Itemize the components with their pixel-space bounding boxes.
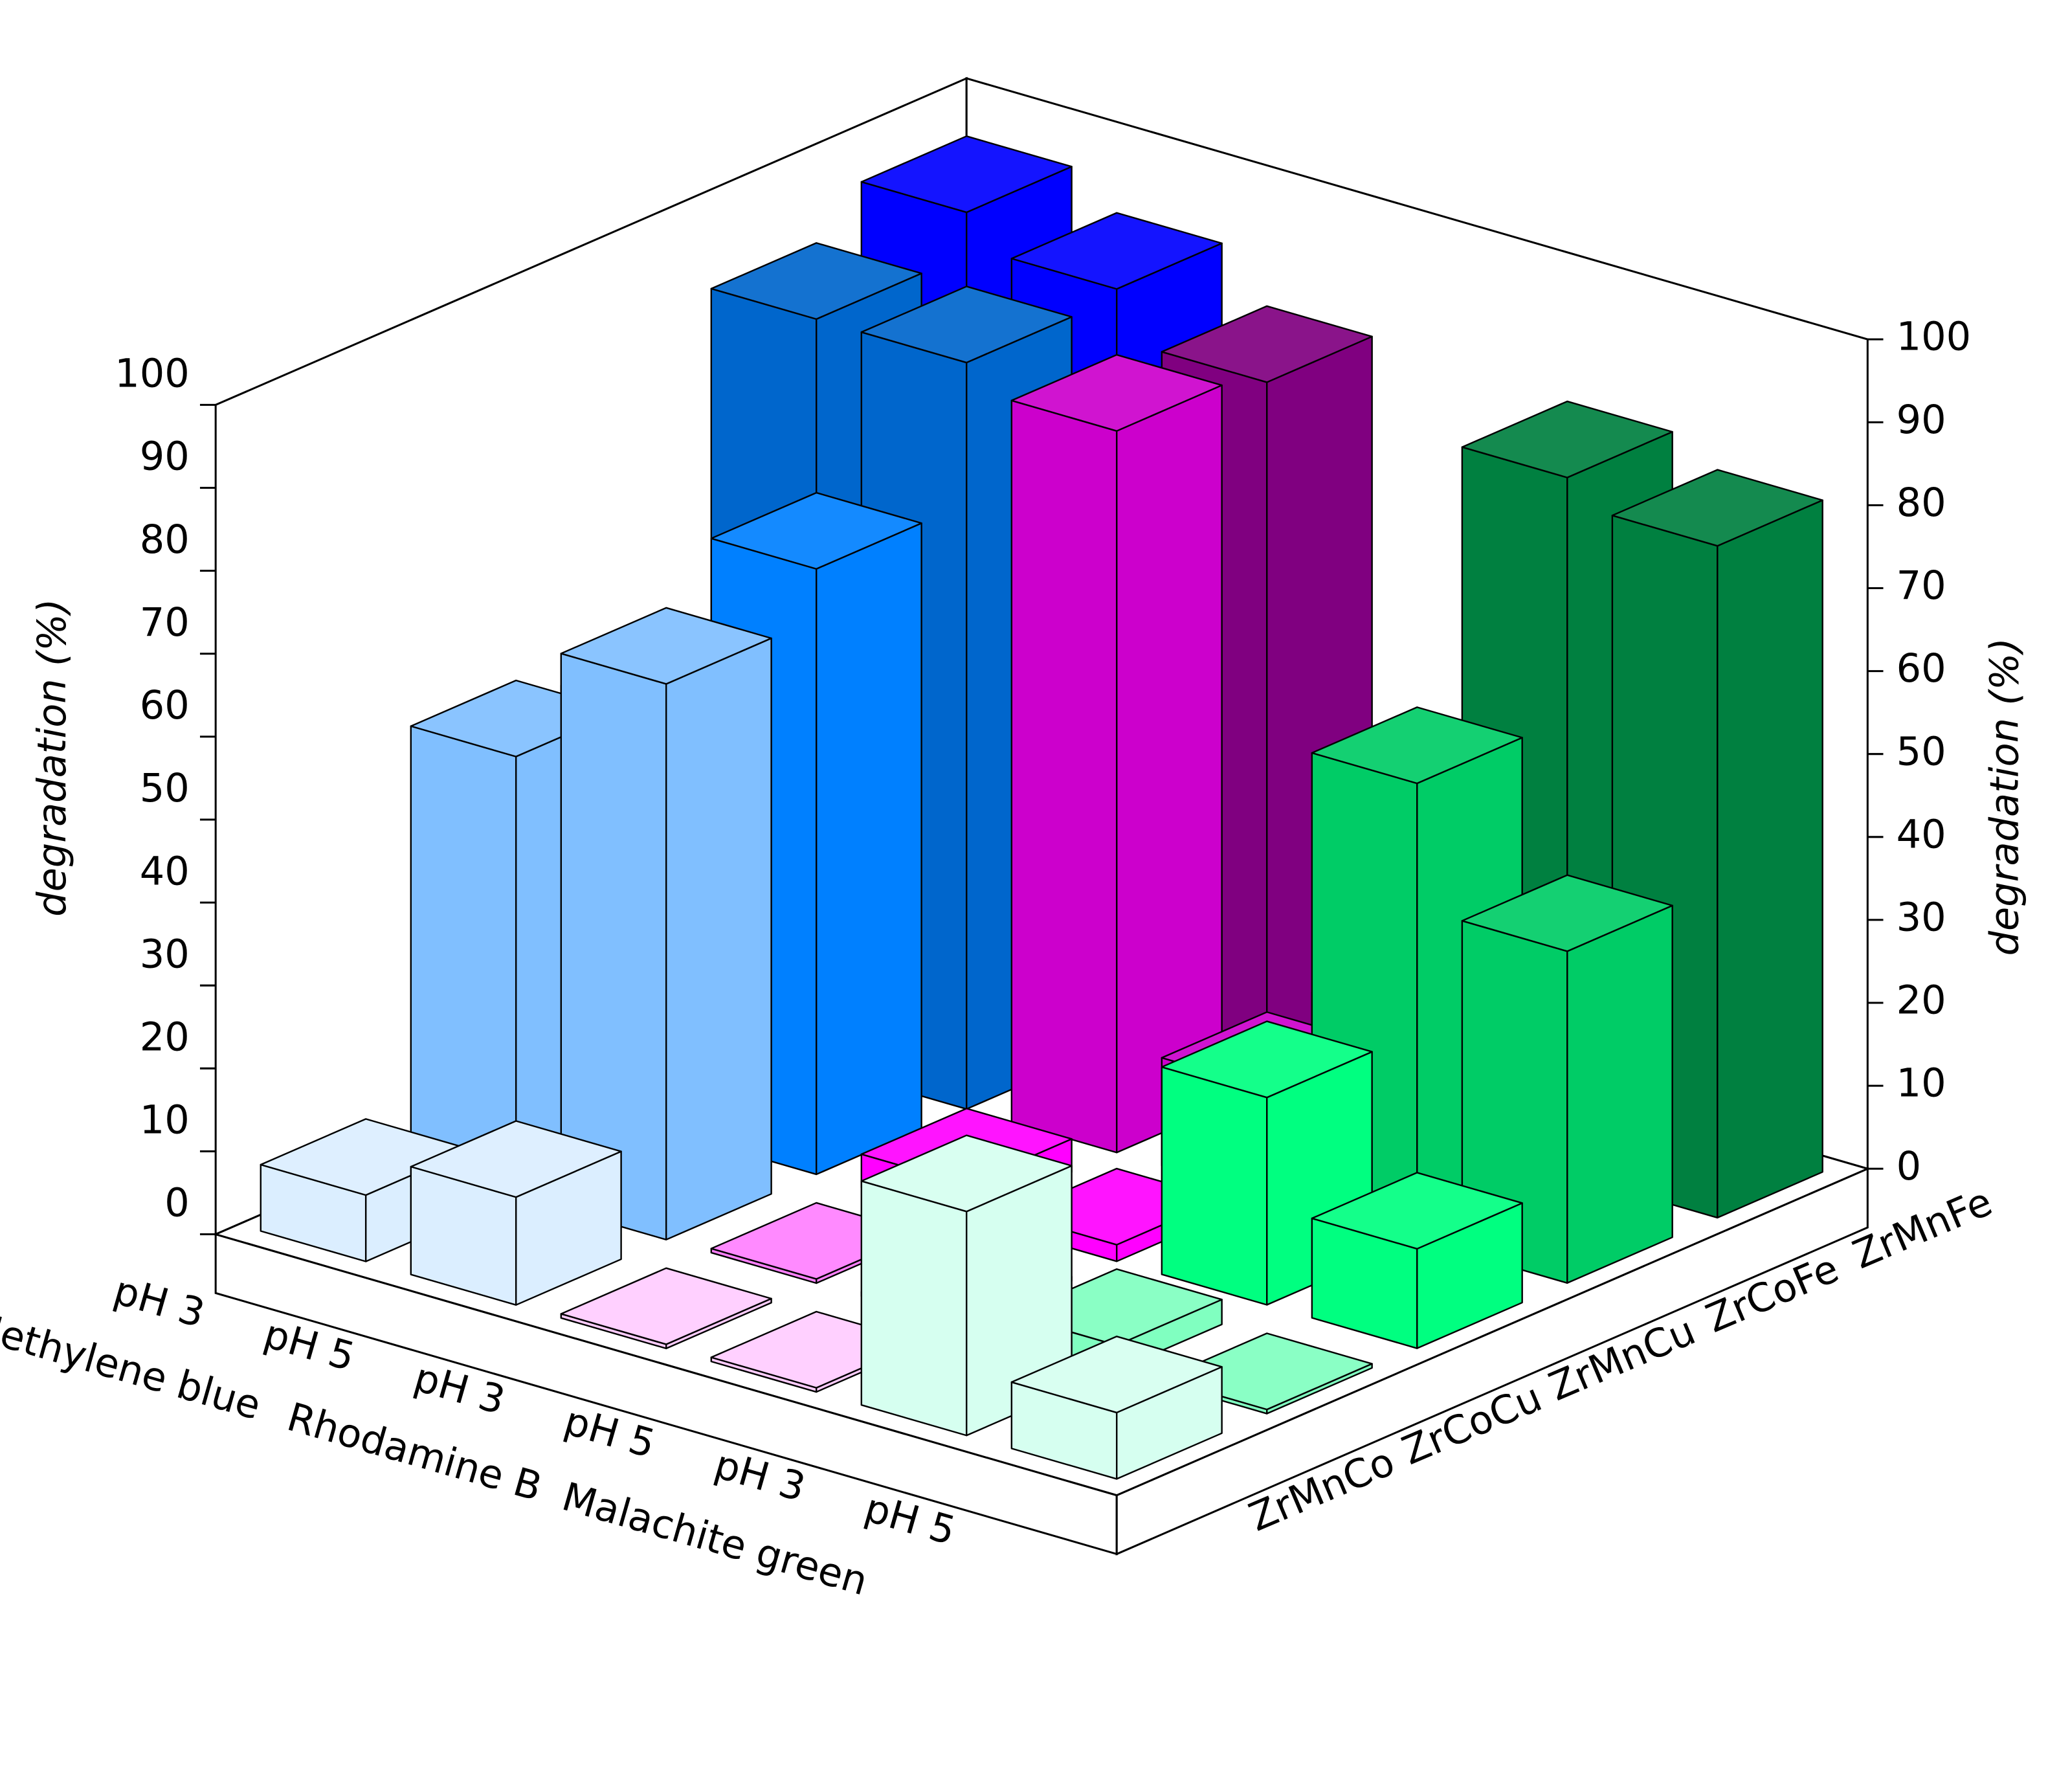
bar-top — [560, 1267, 772, 1345]
bar-front — [860, 1180, 968, 1437]
z-tick-label-left: 0 — [164, 1181, 190, 1226]
bar-side — [816, 522, 922, 1176]
z-tick-label-right: 0 — [1897, 1144, 1922, 1189]
z-tick-label-left: 70 — [140, 600, 190, 645]
bar-top — [1311, 706, 1523, 785]
bar-top — [1161, 1020, 1373, 1099]
bar-front — [410, 725, 517, 1197]
z-tick-label-left: 40 — [140, 849, 190, 894]
bar-top — [1461, 400, 1673, 478]
z-tick-label-left: 90 — [140, 434, 190, 480]
bar-top — [710, 242, 922, 320]
depth-label: ZrMnFe — [1847, 1179, 1999, 1278]
bar-top — [860, 286, 1073, 364]
bar-front — [1161, 1066, 1268, 1306]
bar-top — [1161, 305, 1373, 383]
bar-top — [1461, 874, 1673, 952]
z-axis-title-right: degradation (%) — [1982, 638, 2027, 956]
z-tick-label-right: 40 — [1897, 812, 1946, 857]
bar-side — [1717, 499, 1823, 1219]
group-label: Malachite green — [557, 1474, 873, 1604]
z-tick-label-right: 60 — [1897, 646, 1946, 691]
bar-top — [560, 607, 772, 685]
group-label: Methylene blue — [0, 1302, 265, 1429]
bar-top — [1611, 469, 1823, 547]
z-tick-label-left: 50 — [140, 766, 190, 811]
group-label: Rhodamine B — [282, 1394, 547, 1510]
bar-top — [1010, 212, 1223, 290]
z-axis-title-left: degradation (%) — [30, 598, 75, 916]
bar-top — [1311, 1172, 1523, 1250]
bar-side — [1116, 384, 1223, 1154]
bar-top — [860, 1134, 1073, 1213]
bar-top — [710, 491, 922, 570]
z-tick-label-left: 20 — [140, 1015, 190, 1060]
z-tick-label-right: 100 — [1897, 315, 1972, 360]
bar-top — [860, 135, 1073, 214]
bar-side — [1566, 904, 1673, 1284]
z-tick-label-right: 80 — [1897, 480, 1946, 526]
bar-front — [1010, 399, 1118, 1154]
x-tick-label: pH 3 — [109, 1268, 209, 1337]
z-tick-label-right: 20 — [1897, 978, 1946, 1024]
bar-top — [410, 1120, 622, 1198]
bar-top — [1010, 1336, 1223, 1414]
z-tick-label-right: 90 — [1897, 398, 1946, 443]
z-tick-label-left: 30 — [140, 932, 190, 977]
z-tick-label-right: 50 — [1897, 729, 1946, 774]
z-tick-label-left: 60 — [140, 683, 190, 728]
z-tick-label-right: 10 — [1897, 1061, 1946, 1106]
z-tick-label-left: 100 — [115, 352, 190, 397]
bar-side — [665, 637, 772, 1241]
bar-top — [1010, 353, 1223, 432]
z-tick-label-right: 30 — [1897, 895, 1946, 941]
z-tick-label-left: 10 — [140, 1098, 190, 1143]
z-tick-label-right: 70 — [1897, 563, 1946, 609]
z-tick-label-left: 80 — [140, 517, 190, 563]
